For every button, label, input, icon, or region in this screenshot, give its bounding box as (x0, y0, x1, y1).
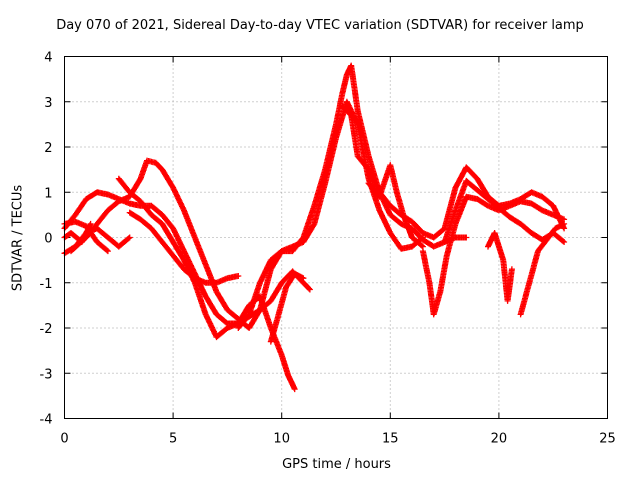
series-markers (235, 62, 470, 331)
y-tick-label: 2 (44, 141, 52, 156)
y-tick-label: -1 (40, 277, 53, 292)
series-arc7 (126, 209, 242, 286)
series-markers (485, 230, 515, 304)
x-axis-label: GPS time / hours (282, 457, 391, 472)
y-tick-label: -2 (40, 322, 53, 337)
x-tick-label: 5 (169, 432, 177, 447)
series-arc11 (365, 162, 426, 250)
x-tick-label: 15 (382, 432, 399, 447)
y-tick-label: 0 (44, 232, 52, 247)
series-arc9 (267, 270, 307, 345)
y-tick-label: 4 (44, 51, 52, 66)
y-tick-label: 1 (44, 186, 52, 201)
series-arc6 (115, 175, 298, 393)
series-arc8 (235, 62, 470, 331)
y-tick-label: -3 (40, 367, 53, 382)
series-markers (267, 270, 307, 345)
x-tick-label: 0 (60, 432, 68, 447)
series-markers (68, 98, 426, 331)
series-markers (517, 220, 568, 318)
series-arc15 (441, 177, 568, 245)
x-tick-label: 20 (491, 432, 508, 447)
grid (64, 56, 608, 419)
chart-title: Day 070 of 2021, Sidereal Day-to-day VTE… (56, 18, 584, 33)
plot-frame (64, 56, 608, 419)
plot-area (61, 62, 568, 393)
series-markers (365, 162, 426, 250)
y-tick-label: -4 (40, 413, 53, 428)
series-arc5 (68, 98, 426, 331)
series-arc13 (485, 230, 515, 304)
axis-ticks: 0 5 10 15 20 25 -4 -3 -2 -1 0 1 2 3 4 (40, 51, 616, 447)
series-markers (419, 193, 568, 318)
x-tick-label: 25 (599, 432, 616, 447)
series-markers (115, 175, 298, 393)
y-tick-label: 3 (44, 96, 52, 111)
series-arc12 (419, 193, 568, 318)
series-markers (126, 209, 242, 286)
series-markers (441, 177, 568, 245)
series-arc14 (517, 220, 568, 318)
x-tick-label: 10 (273, 432, 290, 447)
